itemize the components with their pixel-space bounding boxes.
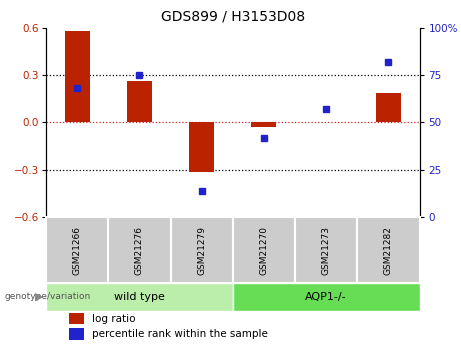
Bar bbox=[127, 81, 152, 122]
Bar bbox=[189, 122, 214, 172]
Bar bbox=[251, 122, 276, 127]
Text: AQP1-/-: AQP1-/- bbox=[305, 292, 347, 302]
Bar bbox=[69, 313, 84, 324]
Bar bbox=[171, 217, 233, 283]
Text: percentile rank within the sample: percentile rank within the sample bbox=[92, 329, 267, 339]
Bar bbox=[69, 328, 84, 340]
Bar bbox=[108, 217, 171, 283]
Bar bbox=[376, 93, 401, 122]
Text: ▶: ▶ bbox=[35, 292, 44, 302]
Title: GDS899 / H3153D08: GDS899 / H3153D08 bbox=[161, 10, 305, 24]
Text: genotype/variation: genotype/variation bbox=[5, 292, 91, 301]
Text: GSM21266: GSM21266 bbox=[73, 226, 82, 275]
Text: GSM21279: GSM21279 bbox=[197, 226, 206, 275]
Bar bbox=[65, 31, 89, 122]
Text: log ratio: log ratio bbox=[92, 314, 135, 324]
Text: GSM21273: GSM21273 bbox=[322, 226, 331, 275]
Text: GSM21282: GSM21282 bbox=[384, 226, 393, 275]
Bar bbox=[233, 283, 420, 310]
Bar bbox=[46, 283, 233, 310]
Text: wild type: wild type bbox=[114, 292, 165, 302]
Text: GSM21270: GSM21270 bbox=[260, 226, 268, 275]
Bar bbox=[357, 217, 420, 283]
Bar bbox=[233, 217, 295, 283]
Bar bbox=[46, 217, 108, 283]
Text: GSM21276: GSM21276 bbox=[135, 226, 144, 275]
Bar bbox=[295, 217, 357, 283]
